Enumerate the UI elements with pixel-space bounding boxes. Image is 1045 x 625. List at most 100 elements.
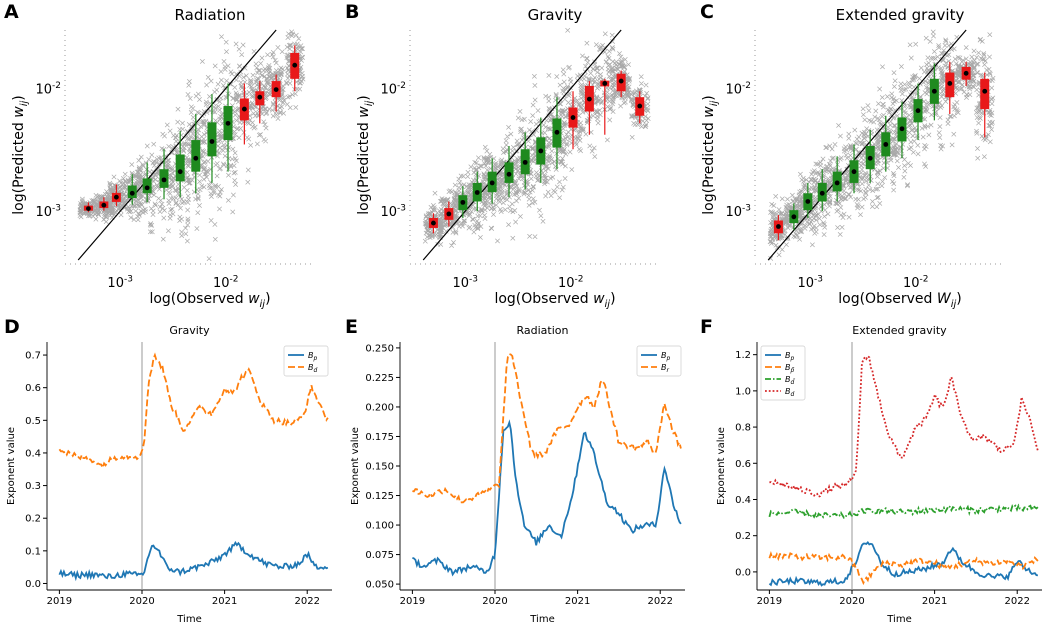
y-tick-label: 10-2 (380, 81, 406, 97)
box-1 (444, 201, 454, 227)
box-median (637, 103, 643, 109)
box-3 (127, 174, 137, 205)
box-0 (83, 202, 93, 213)
y-tick-label: 0.175 (365, 432, 394, 443)
x-tick-label: 2022 (647, 596, 672, 607)
box-median (805, 199, 811, 204)
box-median (776, 224, 781, 229)
box-4 (832, 156, 842, 202)
series-line-b-p (412, 419, 682, 577)
y-tick-label: 0.0 (25, 579, 41, 590)
y-tick-label: 10-2 (35, 81, 61, 97)
box-median (819, 190, 825, 196)
box-8 (552, 97, 562, 170)
x-tick-label: 2019 (400, 596, 425, 607)
legend-label: Bd (785, 387, 795, 398)
x-axis-label: Time (529, 614, 554, 625)
box-median (209, 139, 215, 144)
diagonal-line (77, 29, 277, 261)
panel-title: Radiation (517, 324, 569, 337)
series-line-b-d (769, 354, 1039, 498)
panel-letter-a: A (4, 1, 19, 23)
x-tick-label: 2021 (212, 596, 237, 607)
y-tick-label: 0.2 (25, 514, 41, 525)
y-tick-label: 0.6 (25, 383, 41, 394)
box-10 (584, 81, 594, 135)
box-9 (913, 83, 923, 141)
box-7 (881, 115, 891, 172)
box-1 (99, 197, 109, 211)
y-tick-label: 0.8 (735, 423, 751, 434)
y-tick-label: 0.075 (365, 550, 394, 561)
y-tick-label: 0.225 (365, 373, 394, 384)
box-median (446, 211, 452, 217)
diagonal-line (422, 29, 622, 261)
y-tick-label: 0.1 (25, 546, 41, 557)
box-median (101, 202, 107, 208)
box-6 (520, 132, 530, 190)
box-11 (255, 81, 265, 124)
x-axis-label: log(Observed wij) (149, 291, 270, 310)
box-10 (239, 83, 249, 145)
box-median (144, 185, 150, 191)
box-median (522, 159, 528, 165)
box-median (113, 194, 119, 200)
y-tick-label: 0.6 (735, 459, 751, 470)
box-median (899, 126, 905, 132)
x-tick-label: 2022 (294, 596, 319, 607)
box-median (618, 78, 624, 84)
x-axis-label: Time (176, 614, 201, 625)
box-13 (980, 72, 990, 138)
diagonal-line (767, 29, 967, 261)
y-tick-label: 0.100 (365, 521, 394, 532)
box-median (161, 177, 167, 183)
panel-title: Gravity (528, 6, 583, 24)
box-1 (789, 203, 799, 231)
x-tick-label: 10-3 (452, 275, 478, 291)
x-tick-label: 2020 (839, 596, 864, 607)
y-axis-label: Exponent value (350, 427, 361, 505)
line-panel-gravity: Gravity 2019 2020 2021 2022 0.0 0.1 0.2 0.3 0.4 0.… (6, 324, 332, 625)
series-line-b-d- (768, 503, 1039, 521)
box-median (292, 62, 298, 68)
x-tick-label: 2022 (1004, 596, 1029, 607)
box-median (791, 214, 797, 220)
box-median (931, 88, 937, 94)
box-body (175, 154, 185, 182)
legend-label: Bp (308, 351, 318, 362)
box-8 (897, 101, 907, 159)
series-line-b-p- (768, 550, 1039, 586)
series-line-b-p (58, 540, 329, 582)
box-13 (290, 45, 300, 92)
box-6 (175, 131, 185, 198)
y-tick-label: 0.250 (365, 343, 394, 354)
y-tick-label: 10-3 (380, 204, 406, 220)
box-5 (159, 149, 169, 200)
box-4 (142, 162, 152, 203)
x-tick-label: 2019 (47, 596, 72, 607)
box-median (460, 199, 466, 205)
y-tick-label: 10-3 (725, 204, 751, 220)
x-tick-label: 10-2 (213, 275, 239, 291)
x-axis-label: log(Observed Wij) (838, 291, 961, 310)
series-line-b-p (768, 541, 1039, 587)
x-axis-label: log(Observed wij) (494, 291, 615, 310)
legend-label: Br (661, 363, 670, 374)
y-axis-label: Exponent value (6, 427, 17, 505)
box-10 (929, 63, 939, 121)
box-3 (472, 171, 482, 212)
box-median (883, 142, 889, 147)
box-median (947, 81, 953, 86)
y-tick-label: 1.2 (735, 350, 751, 361)
box-median (489, 180, 495, 186)
box-9 (568, 91, 578, 150)
panel-title: Extended gravity (852, 324, 947, 337)
legend-box (760, 345, 806, 401)
panel-letter-b: B (345, 1, 359, 23)
x-axis-label: Time (886, 614, 911, 625)
box-6 (865, 129, 875, 183)
